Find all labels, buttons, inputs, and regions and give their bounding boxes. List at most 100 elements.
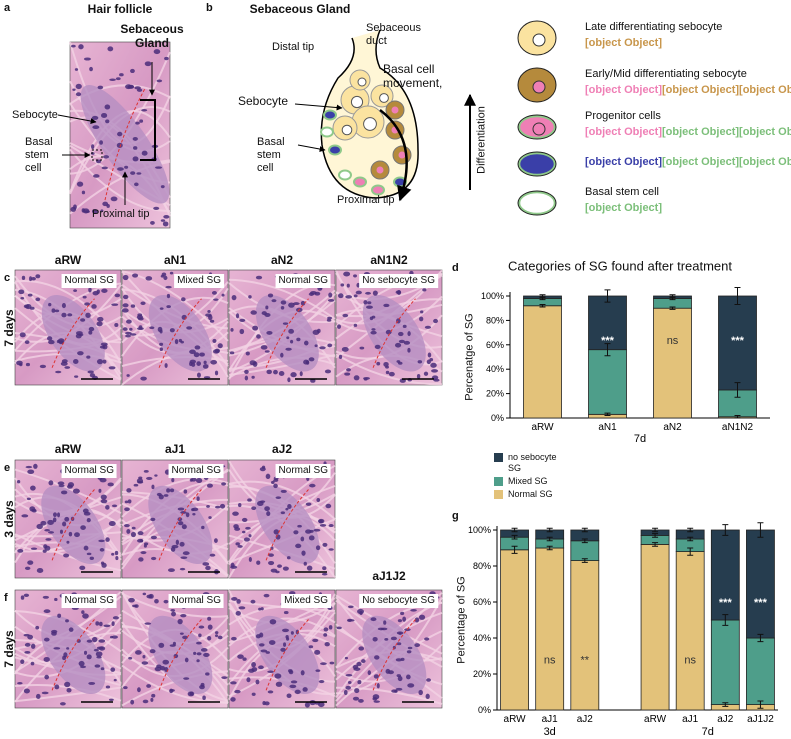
nucleus xyxy=(97,85,104,90)
basal-cell xyxy=(320,126,334,138)
histology-c-texture xyxy=(228,273,336,383)
nucleus xyxy=(266,330,273,335)
nucleus xyxy=(321,572,328,576)
nucleus xyxy=(265,473,271,480)
nucleus xyxy=(285,634,289,639)
nucleus xyxy=(131,526,136,530)
nucleus xyxy=(372,290,378,296)
nucleus xyxy=(137,531,144,536)
nucleus xyxy=(358,698,364,703)
nucleus xyxy=(95,621,100,626)
nucleus xyxy=(54,597,58,602)
cell-nucleus xyxy=(532,80,546,94)
nucleus xyxy=(24,340,30,345)
nucleus xyxy=(132,604,138,608)
nucleus xyxy=(196,659,200,663)
nucleus xyxy=(179,567,186,571)
nucleus xyxy=(258,607,262,611)
nucleus xyxy=(202,562,210,566)
bar-segment xyxy=(500,549,529,711)
nucleus xyxy=(19,332,26,338)
label: Late differentiating sebocyte xyxy=(585,21,723,33)
nucleus xyxy=(235,313,240,319)
nucleus xyxy=(114,550,119,556)
bar-segment xyxy=(718,295,757,391)
nucleus xyxy=(57,613,62,618)
nucleus xyxy=(35,693,41,699)
cell-outline xyxy=(517,190,557,216)
label: Basal stem cell xyxy=(25,136,53,174)
nucleus xyxy=(24,650,31,654)
nucleus xyxy=(33,463,38,469)
nucleus xyxy=(111,504,118,508)
nucleus xyxy=(286,556,291,560)
nucleus xyxy=(233,524,239,529)
marker-label: [object Object] xyxy=(739,84,791,96)
movement-arrow xyxy=(379,109,412,202)
nucleus xyxy=(418,689,423,696)
group-label: 7d xyxy=(702,726,714,738)
nucleus xyxy=(35,274,41,279)
nucleus xyxy=(423,371,429,376)
nucleus xyxy=(47,519,54,525)
nucleus xyxy=(290,631,294,635)
nucleus xyxy=(77,351,84,356)
nucleus xyxy=(251,506,257,510)
nucleus xyxy=(258,665,264,670)
x-tick-label: aRW xyxy=(504,714,527,725)
nucleus xyxy=(259,500,266,504)
outline xyxy=(158,489,202,561)
error-bar xyxy=(581,558,588,563)
nucleus xyxy=(111,303,119,306)
nucleus xyxy=(211,291,217,295)
nucleus xyxy=(24,566,31,571)
nucleus xyxy=(345,685,351,690)
nucleus xyxy=(134,86,141,90)
nucleus xyxy=(88,326,95,332)
nucleus xyxy=(51,308,56,313)
nucleus xyxy=(391,689,397,693)
nucleus xyxy=(300,670,305,676)
label: Progenitor cells xyxy=(585,110,661,122)
nucleus xyxy=(356,661,362,667)
nucleus xyxy=(110,667,116,672)
nucleus xyxy=(419,316,424,322)
nucleus xyxy=(43,637,50,642)
nucleus xyxy=(407,331,411,337)
nucleus xyxy=(158,642,165,648)
nucleus xyxy=(78,333,84,337)
nucleus xyxy=(137,687,141,693)
fiber xyxy=(69,84,171,105)
mid-nucleus xyxy=(391,106,399,114)
nucleus xyxy=(287,504,292,509)
late-nucleus xyxy=(341,124,353,136)
nucleus xyxy=(215,505,221,509)
nucleus xyxy=(326,318,332,322)
nucleus xyxy=(347,619,355,622)
nucleus xyxy=(247,498,252,502)
nucleus xyxy=(122,327,128,331)
cell-outline xyxy=(517,151,557,177)
nucleus xyxy=(30,485,36,491)
nucleus xyxy=(249,360,257,366)
nucleus xyxy=(180,613,187,618)
error-bar xyxy=(511,527,518,533)
nucleus xyxy=(99,140,103,145)
outline xyxy=(372,298,416,368)
nucleus xyxy=(72,488,80,494)
bar-segment xyxy=(746,529,775,639)
nucleus xyxy=(433,318,439,324)
nucleus xyxy=(109,78,116,82)
sg-tag: Normal SG xyxy=(61,594,117,608)
nucleus xyxy=(62,521,67,527)
nucleus xyxy=(234,689,241,694)
nucleus xyxy=(126,529,131,534)
nucleus xyxy=(79,565,86,571)
nucleus xyxy=(221,293,225,297)
label: Distal tip xyxy=(272,41,315,53)
x-tick-label: aRW xyxy=(531,422,554,433)
nucleus xyxy=(183,677,190,680)
sg-tag: No sebocyte SG xyxy=(359,274,438,288)
nucleus xyxy=(64,516,70,522)
nucleus xyxy=(373,700,380,703)
